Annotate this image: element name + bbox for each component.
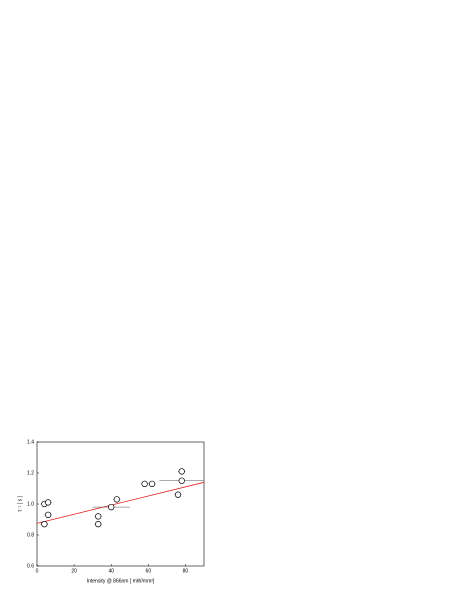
data-point [148, 480, 156, 488]
y-tick-label: 1.2 [27, 470, 34, 476]
data-point [41, 521, 48, 528]
y-axis-label: τ⁻¹ [ s ] [17, 496, 23, 512]
data-point [95, 513, 102, 520]
x-axis-label: Intensity @ 866nm [ mW/mm²] [87, 578, 155, 584]
x-tick-label: 20 [71, 568, 77, 574]
y-tick-label: 0.8 [27, 532, 34, 538]
y-tick-label: 1.0 [27, 501, 34, 507]
x-tick-label: 40 [108, 568, 114, 574]
fit-line [36, 481, 205, 524]
y-tick-label: 0.6 [27, 563, 34, 569]
y-tick-label: 1.4 [27, 439, 34, 445]
data-point [174, 491, 182, 498]
data-point [44, 511, 52, 518]
data-point [178, 477, 185, 484]
data-point [44, 499, 52, 506]
x-tick-label: 0 [36, 568, 39, 574]
plot-frame [36, 441, 205, 567]
data-point [108, 503, 115, 511]
x-tick-label: 80 [183, 568, 189, 574]
x-tick-label: 60 [146, 568, 152, 574]
data-point [95, 521, 102, 528]
data-point [178, 468, 185, 475]
data-point [113, 496, 120, 503]
data-point [141, 480, 148, 488]
